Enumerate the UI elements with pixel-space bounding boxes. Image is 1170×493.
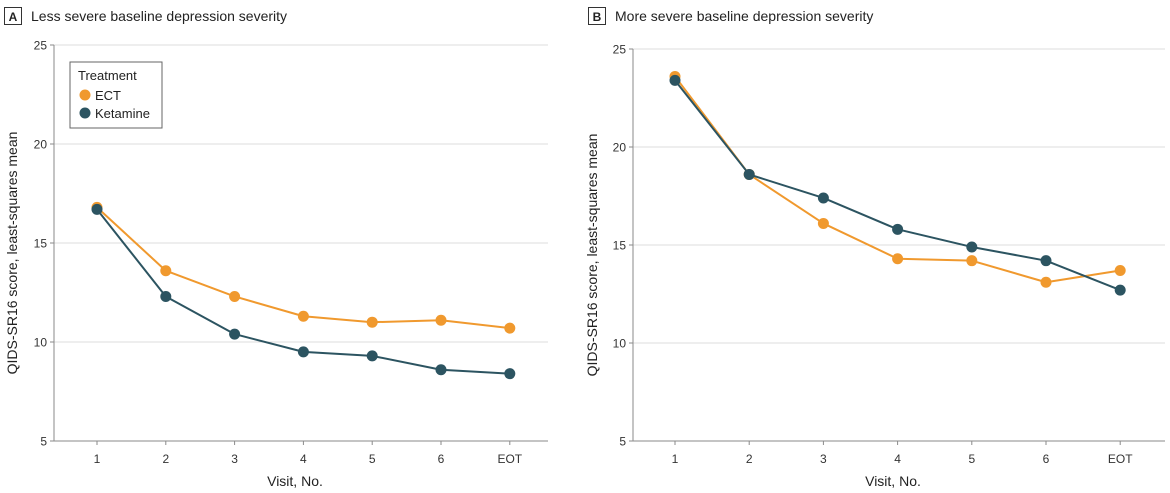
y-tick-label-10: 10 xyxy=(613,337,627,351)
ketamine-point-1 xyxy=(91,203,103,215)
legend-marker-ect xyxy=(79,89,91,101)
x-tick-label-5: 5 xyxy=(968,452,975,466)
chart-b: 5 10 15 20 25 1 2 3 4 5 6 EOT Visit, No. QIDS-SR16 sc… xyxy=(585,43,1165,489)
x-tick-label-6: 6 xyxy=(438,452,445,466)
panel-b-series-ect xyxy=(669,70,1126,288)
panel-a-header: A Less severe baseline depression severi… xyxy=(4,5,287,27)
ketamine-point-EOT xyxy=(504,368,516,380)
panel-a-series-ect xyxy=(91,201,516,334)
ect-point-5 xyxy=(966,255,978,267)
ect-point-3 xyxy=(229,290,241,302)
ect-point-2 xyxy=(160,265,172,277)
x-tick-label-6: 6 xyxy=(1043,452,1050,466)
ect-point-4 xyxy=(297,310,309,322)
panel-b: B More severe baseline depression severi… xyxy=(585,0,1170,493)
x-tick-label-4: 4 xyxy=(894,452,901,466)
x-tick-label-1: 1 xyxy=(94,452,101,466)
ect-point-EOT xyxy=(1114,264,1126,276)
panel-b-x-axis-label: Visit, No. xyxy=(865,473,921,489)
x-tick-label-3: 3 xyxy=(820,452,827,466)
ketamine-point-5 xyxy=(366,350,378,362)
x-tick-label-4: 4 xyxy=(300,452,307,466)
ketamine-point-2 xyxy=(743,168,755,180)
panel-a-y-ticks: 5 10 15 20 25 xyxy=(34,39,54,449)
panel-b-y-axis-label: QIDS-SR16 score, least-squares mean xyxy=(585,134,600,377)
panel-a-series-ketamine xyxy=(91,203,516,380)
x-tick-label-3: 3 xyxy=(231,452,238,466)
x-tick-label-1: 1 xyxy=(672,452,679,466)
legend-marker-ketamine xyxy=(79,107,91,119)
legend-label-ect: ECT xyxy=(95,88,121,103)
y-tick-label-25: 25 xyxy=(613,43,627,57)
x-tick-label-2: 2 xyxy=(162,452,169,466)
ketamine-point-2 xyxy=(160,290,172,302)
y-tick-label-5: 5 xyxy=(619,435,626,449)
panel-b-y-ticks: 5 10 15 20 25 xyxy=(613,43,633,449)
panel-a-title: Less severe baseline depression severity xyxy=(31,8,288,24)
ect-point-3 xyxy=(817,217,829,229)
panel-b-letter: B xyxy=(588,7,606,25)
y-tick-label-5: 5 xyxy=(40,435,47,449)
panel-b-series-ketamine xyxy=(669,74,1126,296)
panel-b-x-ticks: 1 2 3 4 5 6 EOT xyxy=(672,441,1133,466)
legend: Treatment ECT Ketamine xyxy=(69,61,163,129)
ect-point-5 xyxy=(366,316,378,328)
chart-a: 5 10 15 20 25 1 2 3 4 5 6 EOT Visit, No. QIDS-SR16 sc… xyxy=(4,39,548,489)
ketamine-point-3 xyxy=(229,328,241,340)
ect-point-6 xyxy=(1040,276,1052,288)
y-tick-label-10: 10 xyxy=(34,336,48,350)
ect-point-6 xyxy=(435,314,447,326)
panel-b-gridlines xyxy=(633,48,1165,344)
y-tick-label-15: 15 xyxy=(613,239,627,253)
panel-a-axes xyxy=(53,45,548,442)
x-tick-label-5: 5 xyxy=(369,452,376,466)
ect-point-EOT xyxy=(504,322,516,334)
ketamine-point-4 xyxy=(892,223,904,235)
ect-point-4 xyxy=(892,253,904,265)
panel-a: A Less severe baseline depression severi… xyxy=(4,5,548,489)
x-tick-label-EOT: EOT xyxy=(497,452,522,466)
y-tick-label-20: 20 xyxy=(34,138,48,152)
panel-a-x-axis-label: Visit, No. xyxy=(267,473,323,489)
panel-b-title: More severe baseline depression severity xyxy=(615,8,874,24)
y-tick-label-15: 15 xyxy=(34,237,48,251)
ketamine-point-6 xyxy=(435,364,447,376)
legend-title: Treatment xyxy=(78,68,137,83)
legend-label-ketamine: Ketamine xyxy=(95,106,150,121)
ketamine-point-EOT xyxy=(1114,284,1126,296)
x-tick-label-2: 2 xyxy=(746,452,753,466)
panel-b-axes xyxy=(632,49,1165,442)
panel-a-letter: A xyxy=(4,7,22,25)
panel-a-y-axis-label: QIDS-SR16 score, least-squares mean xyxy=(4,132,20,375)
ketamine-point-3 xyxy=(817,192,829,204)
ketamine-point-1 xyxy=(669,74,681,86)
y-tick-label-25: 25 xyxy=(34,39,48,53)
panel-b-header: B More severe baseline depression severi… xyxy=(588,5,873,27)
y-tick-label-20: 20 xyxy=(613,141,627,155)
ect-line xyxy=(96,206,510,330)
ect-line xyxy=(674,75,1121,284)
x-tick-label-EOT: EOT xyxy=(1108,452,1133,466)
ketamine-point-4 xyxy=(297,346,309,358)
ketamine-point-6 xyxy=(1040,255,1052,267)
panel-a-x-ticks: 1 2 3 4 5 6 EOT xyxy=(94,441,523,466)
ketamine-point-5 xyxy=(966,241,978,253)
